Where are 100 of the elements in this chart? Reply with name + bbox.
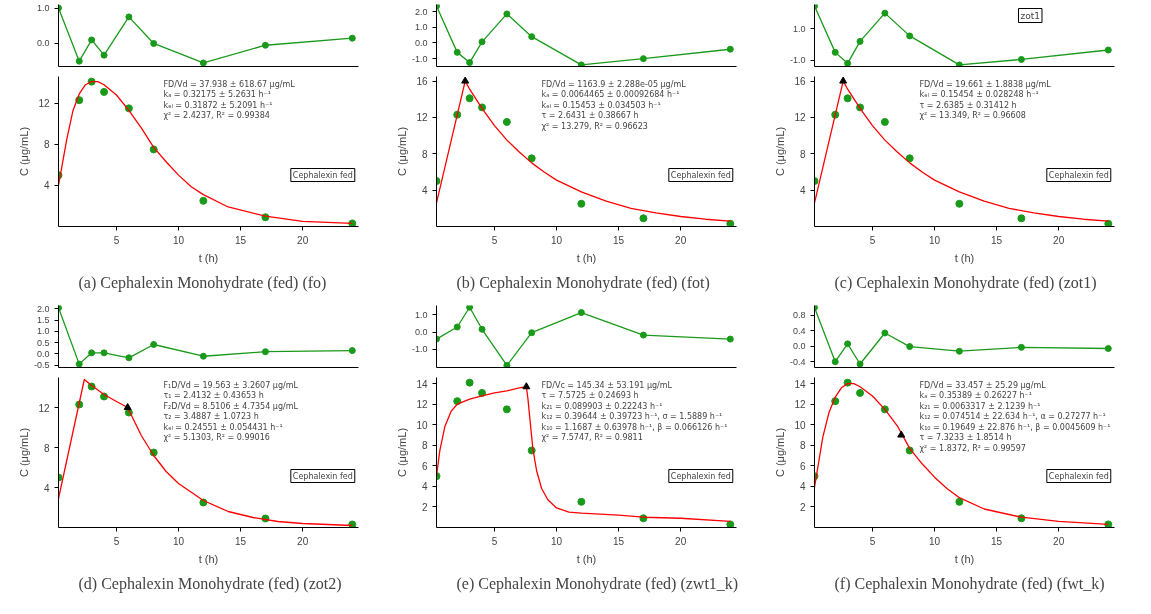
x-tick-label: 10	[550, 234, 563, 246]
x-axis-title: t (h)	[198, 552, 219, 565]
annotation: FD/Vd = 1163.9 ± 2.288e-05 μg/mL	[541, 79, 687, 89]
y-tick-label: 1.0	[36, 326, 50, 337]
y-tick-label: -1.0	[411, 344, 428, 355]
x-tick-label: 20	[675, 234, 687, 246]
y-tick-label: 0.5	[36, 337, 50, 348]
point	[577, 61, 585, 67]
point	[75, 360, 83, 368]
y-tick-label: 16	[416, 76, 428, 88]
x-tick-label: 15	[235, 535, 247, 547]
y-tick-label: 0.4	[792, 325, 806, 336]
point	[1017, 214, 1026, 223]
y-tick-label: 1.5	[36, 315, 50, 326]
annotation: Cephalexin fed	[1048, 170, 1109, 180]
annotation: kₑₗ = 0.15453 ± 0.034503 h⁻¹	[541, 100, 661, 110]
annotation: k₁₀ = 0.19649 ± 22.876 h⁻¹, β = 0.0045609 h⁻¹	[919, 422, 1111, 432]
point	[453, 48, 461, 56]
point	[502, 405, 511, 414]
text: (c) Cephalexin Monohydrate (fed) (zot1)	[834, 273, 1097, 292]
point	[1104, 46, 1112, 54]
annotation: FD/Vd = 19.661 ± 1.8838 μg/mL	[919, 79, 1052, 89]
x-axis-title: t (h)	[198, 251, 219, 264]
annotation: kₑₗ = 0.31872 ± 5.2091 h⁻¹	[163, 100, 273, 110]
y-tick-label: 4	[421, 481, 428, 493]
annotation: kₑₗ = 0.24551 ± 0.054431 h⁻¹	[163, 422, 283, 432]
point	[843, 94, 852, 103]
point	[906, 343, 914, 351]
text: (e) Cephalexin Monohydrate (fed) (zwt1_k)	[456, 574, 739, 593]
point	[528, 33, 536, 41]
point	[856, 388, 865, 397]
text: (a) Cephalexin Monohydrate (fed) (fo)	[78, 273, 327, 292]
point	[726, 520, 735, 528]
annotation: χ² = 1.8372, R² = 0.99597	[919, 443, 1026, 453]
y-tick-label: 8	[421, 440, 428, 452]
annotation: kₐ = 0.32175 ± 5.2631 h⁻¹	[163, 90, 271, 99]
annotation: χ² = 5.1303, R² = 0.99016	[163, 433, 270, 442]
x-tick-label: 20	[1053, 535, 1065, 547]
point	[577, 199, 586, 208]
y-tick-label: 0.0	[36, 38, 50, 49]
x-tick-label: 10	[928, 535, 941, 547]
annotation: kₐ = 0.35389 ± 0.26227 h⁻¹	[919, 391, 1033, 400]
point	[453, 323, 461, 331]
point	[1017, 343, 1025, 351]
point	[100, 51, 108, 59]
point	[502, 117, 511, 126]
point	[955, 61, 963, 67]
point	[465, 94, 474, 103]
annotation: Cephalexin fed	[292, 471, 353, 481]
annotation: Cephalexin fed	[670, 170, 731, 180]
y-tick-label: 12	[416, 399, 428, 411]
annotation: FD/Vd = 37.938 ± 618.67 μg/mL	[163, 79, 296, 89]
y-tick-label: 1.0	[792, 23, 806, 34]
y-axis-title: C (μg/mL)	[396, 126, 409, 177]
annotation: F₁D/Vd = 19.563 ± 3.2607 μg/mL	[163, 380, 299, 390]
annotation: k₁₂ = 0.074514 ± 22.634 h⁻¹, α = 0.27277 h⁻¹	[919, 412, 1106, 421]
annotation: zot1	[1020, 10, 1040, 21]
point	[1104, 520, 1113, 528]
point	[88, 36, 96, 44]
annotation: Cephalexin fed	[670, 471, 731, 481]
point	[478, 325, 486, 333]
x-tick-label: 5	[491, 535, 498, 547]
point	[478, 388, 487, 397]
point	[100, 349, 108, 357]
point	[123, 402, 132, 411]
y-tick-label: 8	[799, 440, 806, 452]
point	[897, 430, 906, 438]
y-tick-label: 12	[416, 112, 428, 124]
y-tick-label: 0.0	[414, 37, 428, 48]
y-axis-title: C (μg/mL)	[396, 427, 409, 478]
point	[522, 382, 531, 390]
annotation: τ₁ = 2.4132 ± 0.43653 h	[163, 391, 264, 400]
point	[839, 76, 848, 84]
y-tick-label: 14	[416, 378, 428, 390]
point	[199, 196, 208, 205]
annotation: FD/Vd = 33.457 ± 25.29 μg/mL	[919, 380, 1047, 390]
annotation: kₑₗ = 0.15454 ± 0.028248 h⁻¹	[919, 90, 1039, 99]
point	[461, 76, 470, 84]
point	[726, 219, 735, 227]
x-axis-title: t (h)	[954, 251, 975, 264]
y-tick-label: 12	[794, 112, 806, 124]
x-tick-label: 15	[235, 234, 247, 246]
text: (b) Cephalexin Monohydrate (fed) (fot)	[456, 273, 710, 292]
annotation: k₂₁ = 0.089903 ± 0.22243 h⁻¹	[541, 401, 663, 411]
point	[527, 154, 536, 163]
point	[856, 37, 864, 45]
point	[955, 199, 964, 208]
y-tick-label: 1.0	[414, 22, 428, 33]
annotation: k₁₂ = 0.39644 ± 0.39723 h⁻¹, σ = 1.5889 h⁻¹	[541, 412, 723, 421]
x-tick-label: 5	[113, 234, 120, 246]
point	[856, 360, 864, 368]
point	[905, 154, 914, 163]
point	[1104, 219, 1113, 227]
point	[466, 59, 474, 67]
y-tick-label: 8	[799, 148, 806, 160]
point	[348, 347, 356, 355]
point	[844, 59, 852, 67]
point	[528, 329, 536, 337]
point	[150, 341, 158, 348]
annotation: χ² = 7.5747, R² = 0.9811	[541, 433, 643, 442]
